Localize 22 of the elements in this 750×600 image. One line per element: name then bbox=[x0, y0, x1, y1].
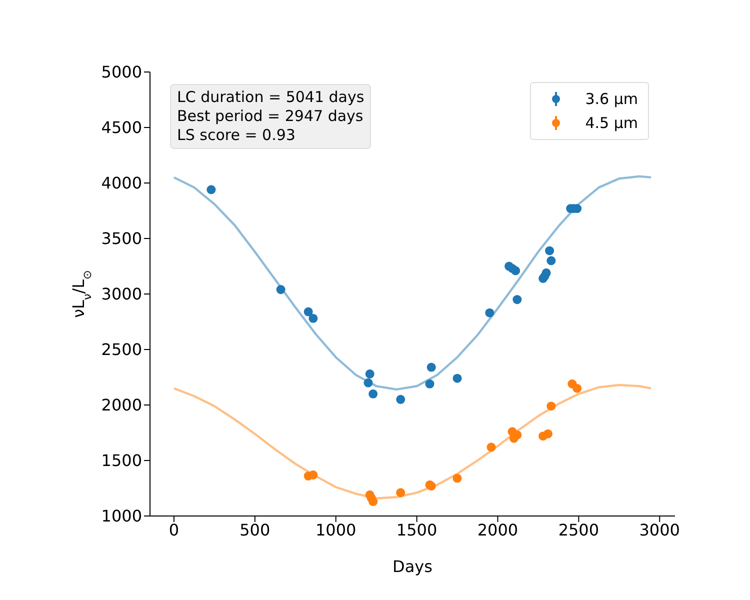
x-tick-label: 0 bbox=[168, 520, 180, 540]
y-tick-label: 1000 bbox=[101, 506, 142, 526]
x-axis-title: Days bbox=[392, 557, 432, 576]
y-tick-label: 3500 bbox=[101, 229, 142, 248]
legend-label: 4.5 μm bbox=[585, 114, 638, 132]
y-tick-label: 4000 bbox=[101, 174, 142, 193]
x-tick-label: 500 bbox=[240, 520, 270, 540]
legend-label: 3.6 μm bbox=[585, 90, 638, 108]
annotation: Best period = 2947 days bbox=[177, 107, 364, 126]
x-tick-label: 1500 bbox=[396, 520, 438, 540]
y-tick-label: 1500 bbox=[101, 451, 142, 470]
x-tick-label: 1000 bbox=[315, 520, 356, 540]
y-tick-label: 4500 bbox=[101, 118, 142, 138]
x-tick-label: 2500 bbox=[558, 520, 600, 540]
x-tick-label: 2000 bbox=[477, 520, 518, 540]
y-tick-label: 3000 bbox=[101, 284, 142, 304]
annotation: LS score = 0.93 bbox=[177, 126, 296, 145]
x-tick-label: 3000 bbox=[639, 520, 680, 540]
annotation: LC duration = 5041 days bbox=[177, 88, 364, 107]
y-tick-label: 2500 bbox=[101, 340, 142, 360]
y-tick-label: 5000 bbox=[101, 62, 142, 82]
y-tick-label: 2000 bbox=[101, 396, 142, 415]
